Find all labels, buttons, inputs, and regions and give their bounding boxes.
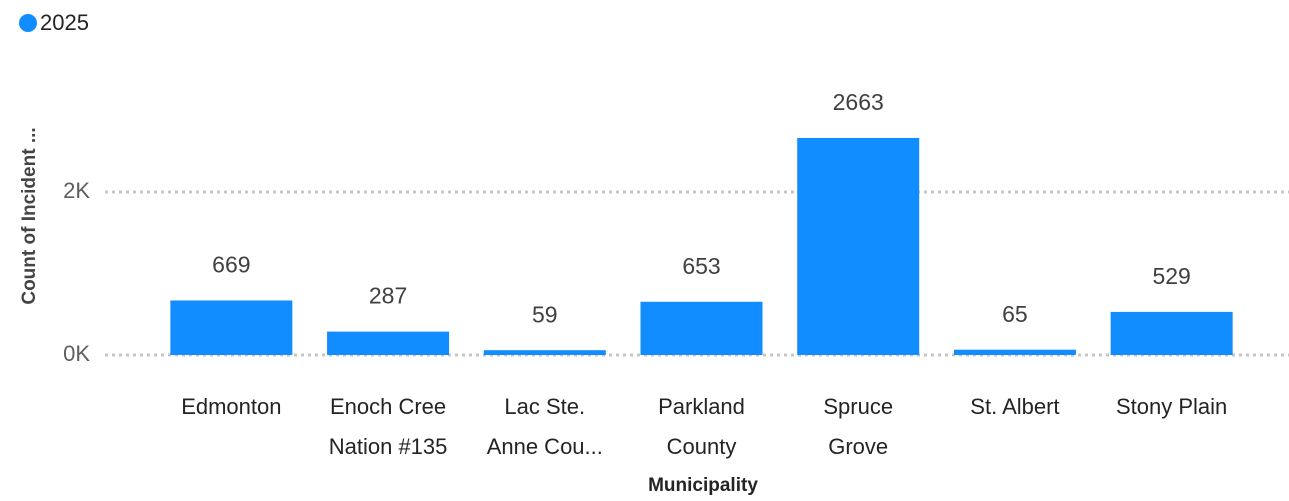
data-label: 65 bbox=[1002, 301, 1028, 327]
bar bbox=[640, 301, 763, 355]
bar bbox=[483, 350, 606, 355]
data-label: 287 bbox=[369, 283, 407, 309]
data-label: 529 bbox=[1152, 263, 1190, 289]
data-label: 59 bbox=[532, 301, 558, 327]
legend-marker bbox=[19, 14, 37, 32]
y-axis-title: Count of Incident ... bbox=[19, 127, 40, 304]
data-label: 653 bbox=[682, 253, 720, 279]
x-tick-label: Edmonton bbox=[181, 394, 282, 419]
x-axis-title: Municipality bbox=[648, 475, 758, 496]
x-tick-label: Spruce Grove bbox=[823, 394, 894, 459]
bar bbox=[170, 300, 293, 355]
y-tick-label: 0K bbox=[63, 341, 90, 366]
x-tick-label: St. Albert bbox=[970, 394, 1060, 419]
x-tick-label: Enoch Cree Nation #135 bbox=[328, 394, 448, 459]
bar bbox=[797, 137, 920, 355]
x-tick-label: Parkland County bbox=[658, 394, 745, 459]
bar bbox=[1110, 311, 1233, 355]
x-tick-label: Lac Ste. Anne Cou... bbox=[486, 394, 603, 459]
data-label: 669 bbox=[212, 252, 250, 278]
legend-label: 2025 bbox=[40, 10, 89, 35]
bar bbox=[953, 349, 1076, 355]
y-tick-label: 2K bbox=[63, 178, 90, 203]
data-label: 2663 bbox=[833, 89, 884, 115]
bar bbox=[327, 331, 450, 355]
x-tick-label: Stony Plain bbox=[1115, 394, 1228, 419]
